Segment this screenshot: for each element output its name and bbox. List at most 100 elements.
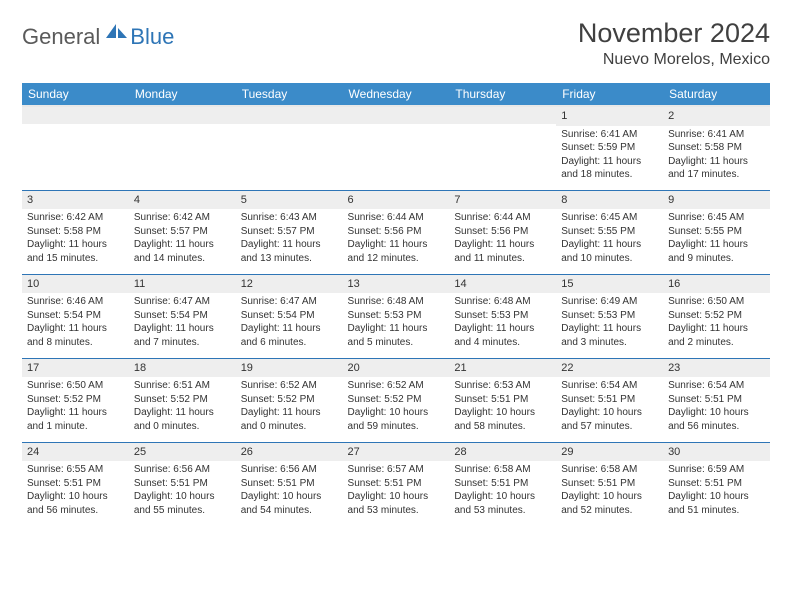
daylight-text: Daylight: 11 hours and 0 minutes. <box>134 406 231 433</box>
daylight-text: Daylight: 10 hours and 53 minutes. <box>348 490 445 517</box>
daylight-text: Daylight: 10 hours and 59 minutes. <box>348 406 445 433</box>
sunset-text: Sunset: 5:55 PM <box>668 225 765 239</box>
sunrise-text: Sunrise: 6:50 AM <box>27 379 124 393</box>
day-number: 26 <box>236 443 343 462</box>
day-number <box>343 107 450 124</box>
day-details: Sunrise: 6:51 AMSunset: 5:52 PMDaylight:… <box>129 377 236 437</box>
sunrise-text: Sunrise: 6:50 AM <box>668 295 765 309</box>
sunset-text: Sunset: 5:51 PM <box>134 477 231 491</box>
day-details: Sunrise: 6:58 AMSunset: 5:51 PMDaylight:… <box>449 461 556 521</box>
day-details: Sunrise: 6:54 AMSunset: 5:51 PMDaylight:… <box>556 377 663 437</box>
day-details: Sunrise: 6:58 AMSunset: 5:51 PMDaylight:… <box>556 461 663 521</box>
sunset-text: Sunset: 5:53 PM <box>561 309 658 323</box>
day-number: 6 <box>343 191 450 210</box>
day-number <box>449 107 556 124</box>
daylight-text: Daylight: 11 hours and 15 minutes. <box>27 238 124 265</box>
sunrise-text: Sunrise: 6:48 AM <box>454 295 551 309</box>
sunrise-text: Sunrise: 6:53 AM <box>454 379 551 393</box>
logo-text-general: General <box>22 24 100 50</box>
calendar-day-cell: 2Sunrise: 6:41 AMSunset: 5:58 PMDaylight… <box>663 106 770 190</box>
day-details: Sunrise: 6:59 AMSunset: 5:51 PMDaylight:… <box>663 461 770 521</box>
logo-text-blue: Blue <box>130 24 174 50</box>
day-details: Sunrise: 6:50 AMSunset: 5:52 PMDaylight:… <box>663 293 770 353</box>
sunset-text: Sunset: 5:51 PM <box>241 477 338 491</box>
day-number: 1 <box>556 107 663 126</box>
day-details: Sunrise: 6:46 AMSunset: 5:54 PMDaylight:… <box>22 293 129 353</box>
day-details: Sunrise: 6:54 AMSunset: 5:51 PMDaylight:… <box>663 377 770 437</box>
day-number: 23 <box>663 359 770 378</box>
logo-sail-icon <box>106 21 128 44</box>
daylight-text: Daylight: 11 hours and 2 minutes. <box>668 322 765 349</box>
day-details: Sunrise: 6:41 AMSunset: 5:59 PMDaylight:… <box>556 126 663 186</box>
day-number: 9 <box>663 191 770 210</box>
calendar-day-cell: 6Sunrise: 6:44 AMSunset: 5:56 PMDaylight… <box>343 190 450 274</box>
day-number: 20 <box>343 359 450 378</box>
sunset-text: Sunset: 5:51 PM <box>27 477 124 491</box>
sunrise-text: Sunrise: 6:55 AM <box>27 463 124 477</box>
daylight-text: Daylight: 10 hours and 55 minutes. <box>134 490 231 517</box>
sunset-text: Sunset: 5:55 PM <box>561 225 658 239</box>
calendar-week-row: 3Sunrise: 6:42 AMSunset: 5:58 PMDaylight… <box>22 190 770 274</box>
calendar-day-cell: 13Sunrise: 6:48 AMSunset: 5:53 PMDayligh… <box>343 274 450 358</box>
weekday-header: Monday <box>129 83 236 106</box>
sunrise-text: Sunrise: 6:42 AM <box>134 211 231 225</box>
calendar-day-cell: 26Sunrise: 6:56 AMSunset: 5:51 PMDayligh… <box>236 442 343 526</box>
calendar-week-row: 10Sunrise: 6:46 AMSunset: 5:54 PMDayligh… <box>22 274 770 358</box>
sunrise-text: Sunrise: 6:51 AM <box>134 379 231 393</box>
calendar-day-cell: 24Sunrise: 6:55 AMSunset: 5:51 PMDayligh… <box>22 442 129 526</box>
sunset-text: Sunset: 5:51 PM <box>561 393 658 407</box>
calendar-day-cell: 4Sunrise: 6:42 AMSunset: 5:57 PMDaylight… <box>129 190 236 274</box>
sunrise-text: Sunrise: 6:44 AM <box>454 211 551 225</box>
day-number: 15 <box>556 275 663 294</box>
day-details: Sunrise: 6:52 AMSunset: 5:52 PMDaylight:… <box>343 377 450 437</box>
sunset-text: Sunset: 5:54 PM <box>134 309 231 323</box>
sunrise-text: Sunrise: 6:43 AM <box>241 211 338 225</box>
daylight-text: Daylight: 11 hours and 9 minutes. <box>668 238 765 265</box>
weekday-header: Sunday <box>22 83 129 106</box>
day-number: 24 <box>22 443 129 462</box>
day-details: Sunrise: 6:44 AMSunset: 5:56 PMDaylight:… <box>343 209 450 269</box>
sunrise-text: Sunrise: 6:57 AM <box>348 463 445 477</box>
logo: General Blue <box>22 24 174 50</box>
day-details: Sunrise: 6:56 AMSunset: 5:51 PMDaylight:… <box>236 461 343 521</box>
day-details: Sunrise: 6:52 AMSunset: 5:52 PMDaylight:… <box>236 377 343 437</box>
daylight-text: Daylight: 11 hours and 5 minutes. <box>348 322 445 349</box>
calendar-day-cell: 30Sunrise: 6:59 AMSunset: 5:51 PMDayligh… <box>663 442 770 526</box>
day-details: Sunrise: 6:55 AMSunset: 5:51 PMDaylight:… <box>22 461 129 521</box>
day-details: Sunrise: 6:45 AMSunset: 5:55 PMDaylight:… <box>556 209 663 269</box>
sunrise-text: Sunrise: 6:47 AM <box>241 295 338 309</box>
sunset-text: Sunset: 5:51 PM <box>348 477 445 491</box>
sunset-text: Sunset: 5:51 PM <box>561 477 658 491</box>
day-number: 10 <box>22 275 129 294</box>
calendar-day-cell: 16Sunrise: 6:50 AMSunset: 5:52 PMDayligh… <box>663 274 770 358</box>
calendar-day-cell: 18Sunrise: 6:51 AMSunset: 5:52 PMDayligh… <box>129 358 236 442</box>
calendar-day-cell: 9Sunrise: 6:45 AMSunset: 5:55 PMDaylight… <box>663 190 770 274</box>
day-details: Sunrise: 6:50 AMSunset: 5:52 PMDaylight:… <box>22 377 129 437</box>
daylight-text: Daylight: 11 hours and 13 minutes. <box>241 238 338 265</box>
sunset-text: Sunset: 5:52 PM <box>241 393 338 407</box>
calendar-day-cell: 15Sunrise: 6:49 AMSunset: 5:53 PMDayligh… <box>556 274 663 358</box>
page-header: General Blue November 2024 Nuevo Morelos… <box>22 18 770 69</box>
calendar-week-row: 17Sunrise: 6:50 AMSunset: 5:52 PMDayligh… <box>22 358 770 442</box>
calendar-day-cell: 28Sunrise: 6:58 AMSunset: 5:51 PMDayligh… <box>449 442 556 526</box>
day-details: Sunrise: 6:43 AMSunset: 5:57 PMDaylight:… <box>236 209 343 269</box>
day-details: Sunrise: 6:47 AMSunset: 5:54 PMDaylight:… <box>236 293 343 353</box>
day-details: Sunrise: 6:42 AMSunset: 5:57 PMDaylight:… <box>129 209 236 269</box>
daylight-text: Daylight: 11 hours and 8 minutes. <box>27 322 124 349</box>
sunrise-text: Sunrise: 6:45 AM <box>668 211 765 225</box>
calendar-day-cell: 14Sunrise: 6:48 AMSunset: 5:53 PMDayligh… <box>449 274 556 358</box>
sunset-text: Sunset: 5:58 PM <box>668 141 765 155</box>
day-number: 5 <box>236 191 343 210</box>
calendar-day-cell: 8Sunrise: 6:45 AMSunset: 5:55 PMDaylight… <box>556 190 663 274</box>
calendar-day-cell <box>236 106 343 190</box>
sunset-text: Sunset: 5:58 PM <box>27 225 124 239</box>
calendar-day-cell: 27Sunrise: 6:57 AMSunset: 5:51 PMDayligh… <box>343 442 450 526</box>
sunrise-text: Sunrise: 6:45 AM <box>561 211 658 225</box>
location: Nuevo Morelos, Mexico <box>578 51 770 69</box>
day-number: 3 <box>22 191 129 210</box>
day-number <box>129 107 236 124</box>
day-number: 11 <box>129 275 236 294</box>
day-number: 29 <box>556 443 663 462</box>
calendar-day-cell: 21Sunrise: 6:53 AMSunset: 5:51 PMDayligh… <box>449 358 556 442</box>
calendar-day-cell: 23Sunrise: 6:54 AMSunset: 5:51 PMDayligh… <box>663 358 770 442</box>
